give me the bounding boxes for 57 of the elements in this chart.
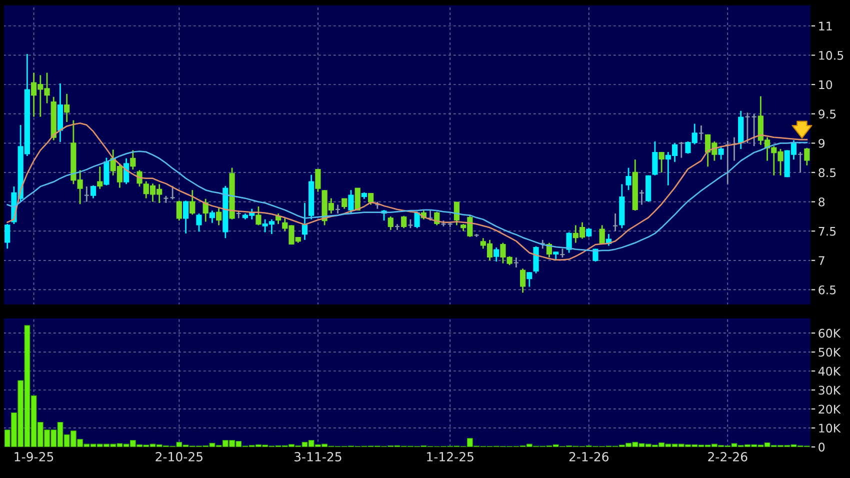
candlestick xyxy=(526,271,532,288)
candlestick xyxy=(190,189,196,216)
candlestick xyxy=(348,189,354,214)
candlestick xyxy=(592,248,598,262)
candlestick xyxy=(136,169,142,188)
y-tick-label: 9 xyxy=(818,138,825,148)
candlestick xyxy=(4,223,10,250)
candlestick xyxy=(302,202,308,241)
y-tick-label: 7 xyxy=(818,256,824,265)
candlestick xyxy=(176,200,182,222)
y-tick-label: 9.5 xyxy=(818,110,836,118)
x-tick-label: 2-10-25 xyxy=(156,452,202,462)
candlestick xyxy=(652,140,658,176)
x-tick-label: 1-9-25 xyxy=(14,452,54,462)
y-tick-label: 10 xyxy=(819,80,832,90)
y-tick-label: 7.5 xyxy=(818,226,836,236)
y-tick-label: 40K xyxy=(818,366,841,376)
candlestick xyxy=(64,93,70,123)
candlestick xyxy=(182,200,189,234)
candlestick xyxy=(124,158,130,185)
candlestick xyxy=(533,246,539,274)
candlestick xyxy=(401,215,407,229)
candlestick xyxy=(130,149,136,170)
y-tick-label: 6.5 xyxy=(818,285,836,294)
candlestick xyxy=(626,167,632,191)
candlestick xyxy=(566,232,572,254)
candlestick xyxy=(804,147,810,166)
candlestick xyxy=(658,151,664,174)
x-tick-label: 2-2-26 xyxy=(708,452,748,462)
candlestick xyxy=(414,211,420,229)
candlestick xyxy=(520,268,526,294)
y-tick-label: 11 xyxy=(819,22,832,30)
candlestick xyxy=(718,146,724,160)
y-tick-label: 20K xyxy=(818,404,841,414)
candlestick xyxy=(90,184,96,199)
y-tick-label: 8 xyxy=(818,198,825,206)
y-tick-label: 10K xyxy=(819,424,841,433)
candlestick xyxy=(97,166,103,190)
y-tick-label: 60K xyxy=(818,328,841,338)
y-tick-label: 50K xyxy=(818,348,841,357)
y-tick-label: 8.5 xyxy=(818,168,836,178)
candlestick xyxy=(256,206,262,226)
candlestick xyxy=(216,206,222,226)
x-tick-label: 1-12-25 xyxy=(427,452,474,462)
y-tick-label: 0 xyxy=(818,442,825,452)
y-tick-label: 10.5 xyxy=(819,50,844,60)
y-tick-label: 30K xyxy=(818,386,841,395)
candlestick xyxy=(388,216,394,231)
x-tick-label: 2-1-26 xyxy=(569,452,608,462)
candlestick xyxy=(599,224,605,245)
candlestick xyxy=(209,210,216,224)
candlestick xyxy=(104,157,110,186)
candlestick xyxy=(315,168,321,193)
candlestick xyxy=(196,212,202,232)
x-tick-label: 3-11-25 xyxy=(294,452,342,462)
candlestick xyxy=(494,246,500,262)
candlestick xyxy=(342,198,348,210)
